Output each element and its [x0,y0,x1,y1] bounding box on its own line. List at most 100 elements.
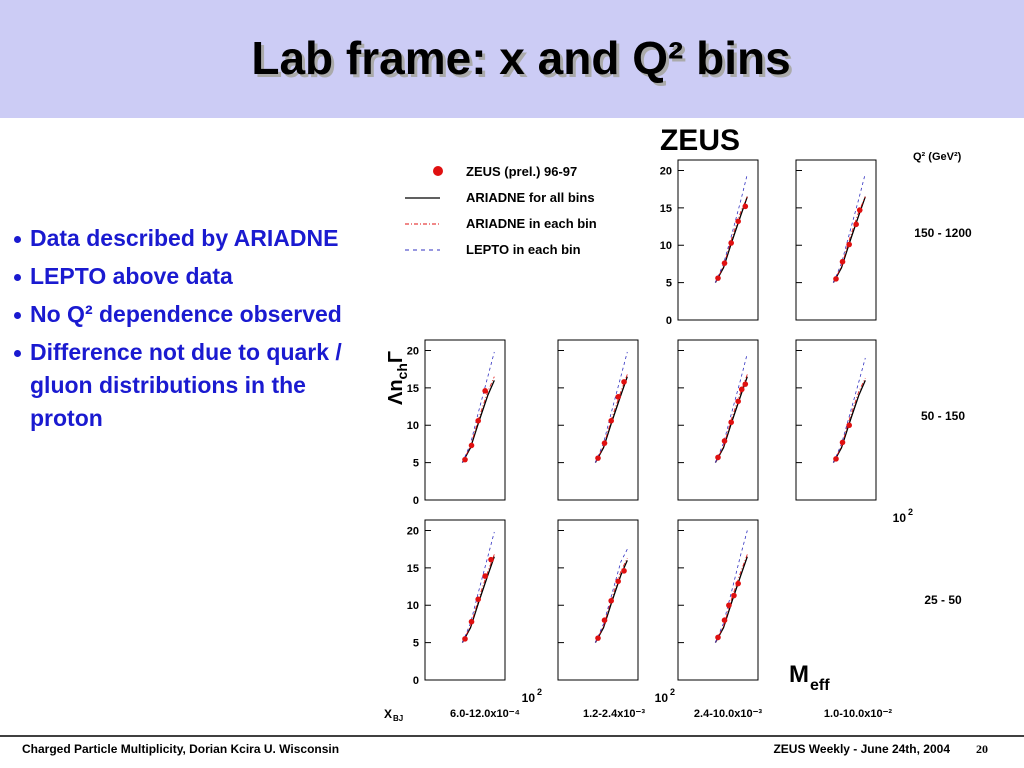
page-number: 20 [976,742,988,756]
curve [462,351,495,463]
data-point [462,456,468,463]
data-point [468,618,475,625]
y-tick-label: 15 [660,203,672,215]
y-tick-label: 15 [407,563,419,575]
title-shadow: Lab frame: x and Q² bins [254,35,793,87]
curve [714,556,748,643]
curve [715,530,748,643]
x-axis-label: M [789,661,809,688]
xbj-label-sub: BJ [393,714,403,723]
y-tick-label: 10 [407,600,419,612]
y-tick-label: 20 [407,345,419,357]
bullet: LEPTO above data [10,260,380,293]
bullet-dot [14,350,21,357]
data-point [728,240,734,246]
x-tick-label: 10 [893,511,907,525]
y-tick-label: 10 [407,420,419,432]
data-point [621,568,627,574]
data-point [846,241,852,248]
data-point [839,439,846,446]
legend-marker [433,166,443,176]
data-point [853,221,859,228]
legend-label: ARIADNE for all bins [466,190,595,205]
data-point [731,592,737,599]
panel-frame [557,519,639,681]
bullet: Data described by ARIADNE [10,222,380,255]
data-point [735,580,741,587]
x-axis-label-sub: eff [810,677,830,694]
legend-label: ARIADNE in each bin [466,216,597,231]
y-tick-label: 5 [666,278,672,290]
data-point [721,617,728,623]
bullet-dot [14,312,21,319]
y-tick-label: 10 [660,240,672,252]
data-point [601,617,608,623]
y-axis-label: ΛnchΓ [385,351,410,405]
data-point [833,456,839,462]
bullet: Difference not due to quark / gluon dist… [10,336,380,435]
curve [595,557,628,643]
data-point [738,386,745,393]
x-bin-label: 1.0-10.0x10⁻² [824,708,893,720]
y-tick-label: 5 [413,638,419,650]
data-point [595,635,601,641]
y-tick-label: 0 [666,315,672,327]
data-point [615,578,621,585]
x-bin-label: 1.2-2.4x10⁻³ [583,708,645,720]
data-point [595,455,601,461]
bullet-dot [14,274,21,281]
y-tick-label: 15 [407,383,419,395]
curve [595,374,628,463]
panel-frame [424,339,506,501]
data-point [601,440,608,446]
data-point [839,258,846,265]
data-point [608,597,614,604]
q2-bin-label: 25 - 50 [924,593,962,607]
x-bin-label: 6.0-12.0x10⁻⁴ [450,708,520,720]
panel-frame [557,339,639,501]
q2-label: Q² (GeV²) [913,151,962,163]
data-point [715,634,721,641]
y-tick-label: 0 [413,675,419,687]
plots: ZEUS (prel.) 96-97 ARIADNE for all bins AR… [384,159,972,723]
curve [715,374,748,463]
curve [462,531,495,643]
footer-right: ZEUS Weekly - June 24th, 2004 [773,742,950,756]
panel-frame [677,159,759,321]
panel-frame [424,519,506,681]
experiment-label: ZEUS [660,124,740,157]
curve [833,357,866,463]
bullet-list: Data described by ARIADNE LEPTO above dat… [10,222,380,440]
data-point [488,556,494,563]
curve [715,554,748,643]
y-axis-label-sub: ch [394,363,410,379]
data-point [721,438,728,444]
data-point [615,394,621,400]
curve [595,351,628,463]
curve [595,549,628,643]
q2-bin-label: 150 - 1200 [914,226,972,240]
y-axis-label-main: Λn [385,379,407,405]
curve [833,173,866,283]
bullet-text: No Q² dependence observed [30,301,342,327]
bullet-text: Data described by ARIADNE [30,225,339,251]
data-point [726,602,732,609]
legend-label: ZEUS (prel.) 96-97 [466,164,577,179]
data-point [715,454,721,461]
x-tick-exponent: 2 [670,687,675,697]
x-tick-label: 10 [655,691,669,705]
data-point [742,381,749,387]
data-point [846,422,852,429]
data-point [715,275,721,281]
data-point [833,276,839,282]
footer-left: Charged Particle Multiplicity, Dorian Kc… [22,742,339,756]
x-bin-label: 2.4-10.0x10⁻³ [694,708,763,720]
header-band [0,0,1024,118]
curve [833,377,866,463]
x-tick-exponent: 2 [537,687,542,697]
panel-frame [677,339,759,501]
y-axis-label-end: Γ [385,351,407,363]
curve [715,353,748,463]
